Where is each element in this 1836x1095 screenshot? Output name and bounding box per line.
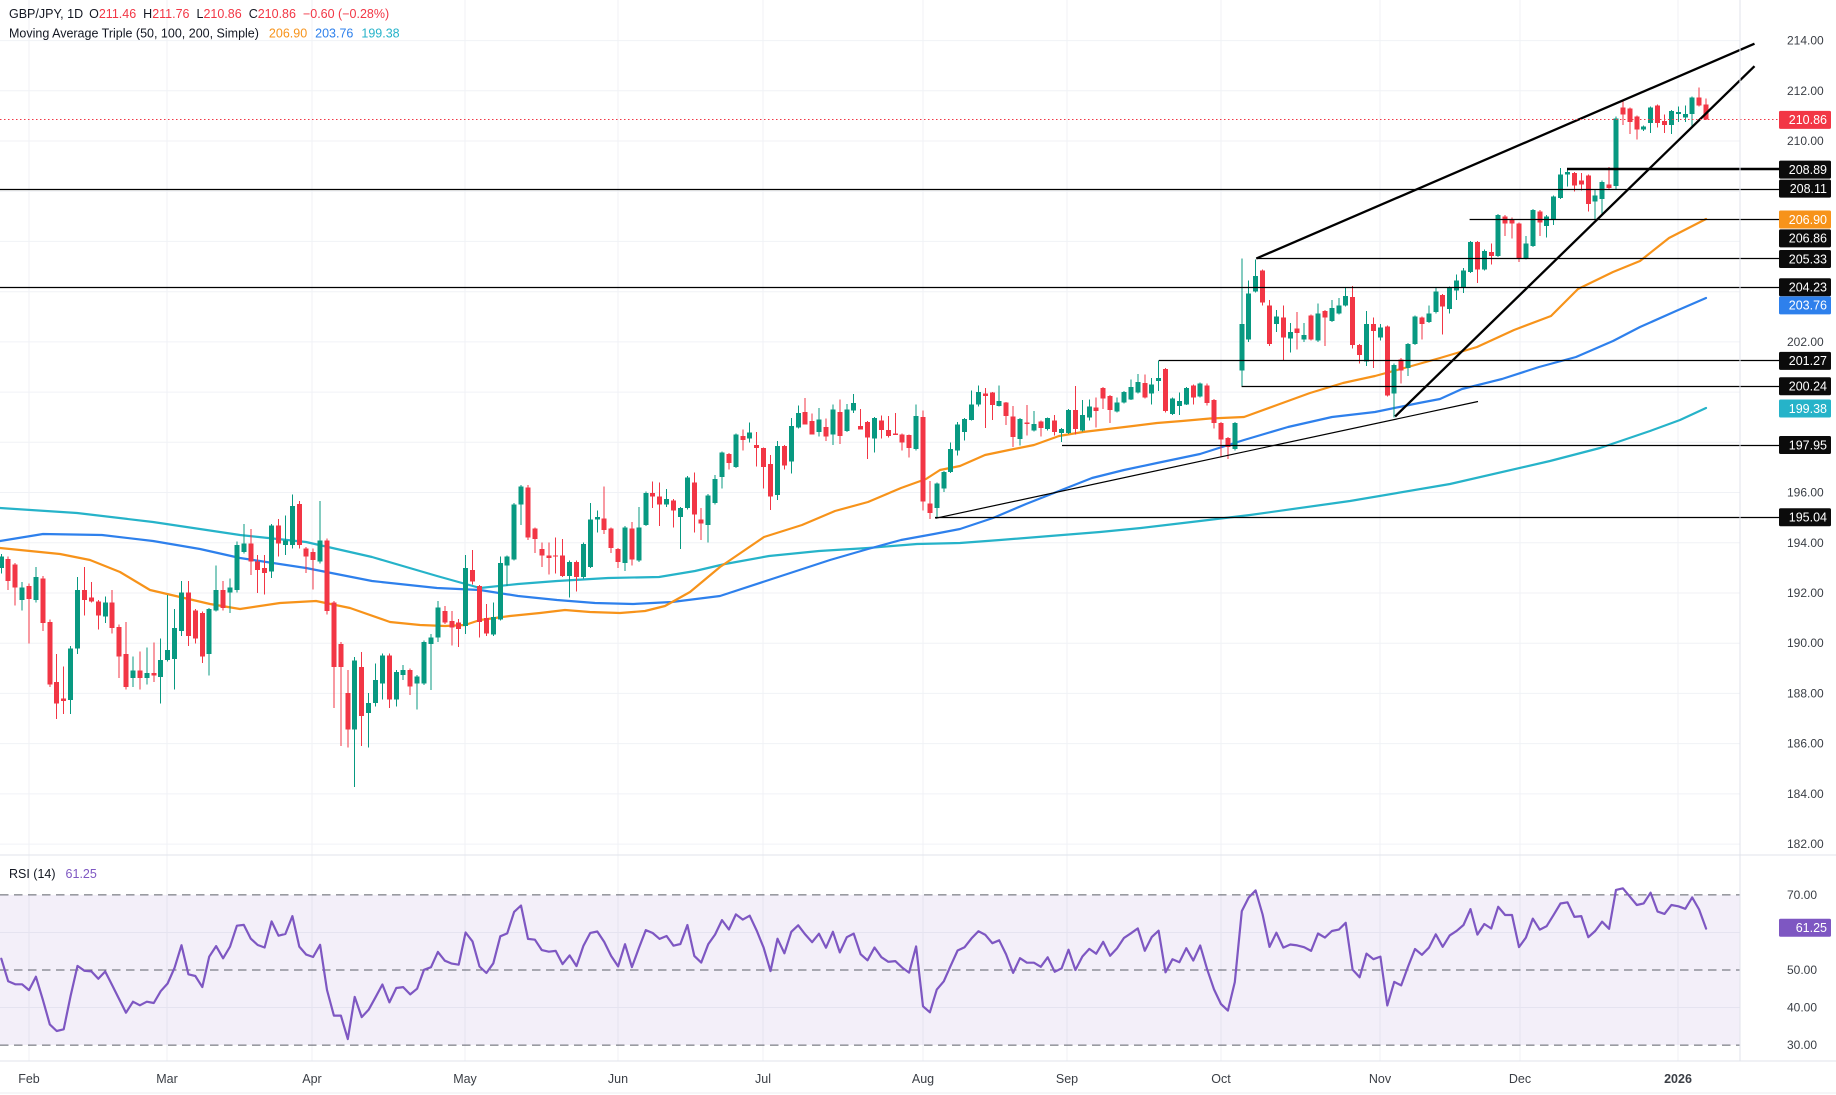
- svg-text:Nov: Nov: [1369, 1072, 1392, 1086]
- svg-text:Aug: Aug: [912, 1072, 934, 1086]
- svg-text:214.00: 214.00: [1787, 34, 1824, 48]
- svg-text:196.00: 196.00: [1787, 486, 1824, 500]
- svg-text:195.04: 195.04: [1789, 511, 1827, 525]
- svg-text:Moving Average Triple (50, 100: Moving Average Triple (50, 100, 200, Sim…: [9, 27, 400, 41]
- svg-text:50.00: 50.00: [1787, 963, 1817, 977]
- svg-text:70.00: 70.00: [1787, 888, 1817, 902]
- svg-text:30.00: 30.00: [1787, 1038, 1817, 1052]
- svg-text:200.24: 200.24: [1789, 380, 1827, 394]
- svg-text:186.00: 186.00: [1787, 737, 1824, 751]
- svg-text:197.95: 197.95: [1789, 438, 1827, 452]
- svg-text:199.38: 199.38: [1789, 402, 1827, 416]
- svg-text:RSI (14)61.25: RSI (14) 61.25: [9, 867, 97, 881]
- svg-text:Dec: Dec: [1509, 1072, 1531, 1086]
- svg-text:208.89: 208.89: [1789, 163, 1827, 177]
- svg-text:204.23: 204.23: [1789, 281, 1827, 295]
- svg-text:192.00: 192.00: [1787, 586, 1824, 600]
- svg-text:40.00: 40.00: [1787, 1001, 1817, 1015]
- svg-text:212.00: 212.00: [1787, 84, 1824, 98]
- svg-text:184.00: 184.00: [1787, 787, 1824, 801]
- svg-text:182.00: 182.00: [1787, 837, 1824, 851]
- svg-text:Sep: Sep: [1056, 1072, 1078, 1086]
- svg-text:205.33: 205.33: [1789, 252, 1827, 266]
- svg-text:201.27: 201.27: [1789, 354, 1827, 368]
- svg-text:May: May: [453, 1072, 477, 1086]
- svg-text:Jun: Jun: [608, 1072, 628, 1086]
- svg-text:2026: 2026: [1664, 1072, 1692, 1086]
- svg-text:194.00: 194.00: [1787, 536, 1824, 550]
- svg-text:190.00: 190.00: [1787, 636, 1824, 650]
- svg-text:188.00: 188.00: [1787, 686, 1824, 700]
- svg-text:206.86: 206.86: [1789, 232, 1827, 246]
- svg-text:Oct: Oct: [1211, 1072, 1231, 1086]
- svg-text:210.86: 210.86: [1789, 113, 1827, 127]
- svg-text:Mar: Mar: [156, 1072, 178, 1086]
- svg-text:202.00: 202.00: [1787, 335, 1824, 349]
- svg-text:210.00: 210.00: [1787, 134, 1824, 148]
- svg-text:Jul: Jul: [755, 1072, 771, 1086]
- svg-text:203.76: 203.76: [1789, 299, 1827, 313]
- svg-text:206.90: 206.90: [1789, 213, 1827, 227]
- svg-text:Feb: Feb: [18, 1072, 40, 1086]
- svg-text:Apr: Apr: [302, 1072, 321, 1086]
- svg-text:61.25: 61.25: [1796, 921, 1827, 935]
- svg-text:208.11: 208.11: [1790, 182, 1827, 196]
